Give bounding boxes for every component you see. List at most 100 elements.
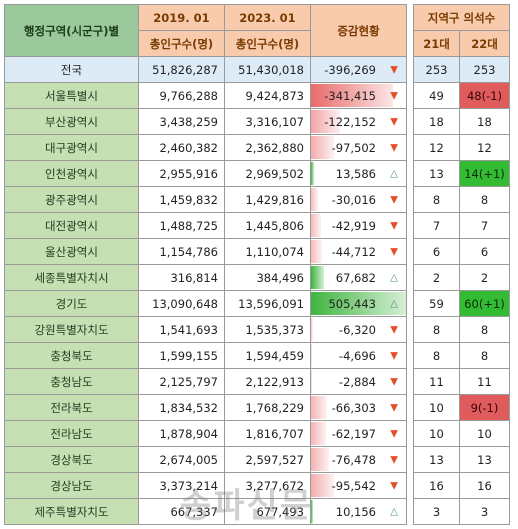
table-row: 경상남도 3,373,214 3,277,672 -95,542 ▼ 16 16 xyxy=(4,472,510,499)
seats-22-cell: 11 xyxy=(459,368,510,395)
region-name-cell: 경기도 xyxy=(4,290,139,317)
pop-2023-cell: 677,493 xyxy=(224,498,311,525)
change-cell: -42,919 ▼ xyxy=(310,212,407,239)
pop-2019-cell: 2,955,916 xyxy=(138,160,225,187)
pop-2023-cell: 1,594,459 xyxy=(224,342,311,369)
table-row: 세종특별자치시 316,814 384,496 67,682 △ 2 2 xyxy=(4,264,510,291)
pop-2023-cell: 3,277,672 xyxy=(224,472,311,499)
pop-2019-cell: 1,488,725 xyxy=(138,212,225,239)
pop-2019-cell: 51,826,287 xyxy=(138,56,225,83)
change-value: -396,269 xyxy=(324,62,376,77)
header-change: 증감현황 xyxy=(310,4,407,57)
down-triangle-icon: ▼ xyxy=(390,324,398,335)
pop-2023-cell: 51,430,018 xyxy=(224,56,311,83)
down-triangle-icon: ▼ xyxy=(390,116,398,127)
change-cell: -66,303 ▼ xyxy=(310,394,407,421)
seats-22-cell: 14(+1) xyxy=(459,160,510,187)
seats-22-cell: 3 xyxy=(459,498,510,525)
change-cell: 10,156 △ xyxy=(310,498,407,525)
table-row: 경상북도 2,674,005 2,597,527 -76,478 ▼ 13 13 xyxy=(4,446,510,473)
seats-22-cell: 10 xyxy=(459,420,510,447)
up-triangle-icon: △ xyxy=(390,272,398,283)
column-separator xyxy=(406,368,414,395)
column-separator xyxy=(406,394,414,421)
seats-22-cell: 16 xyxy=(459,472,510,499)
region-name-cell: 충청북도 xyxy=(4,342,139,369)
pop-2019-cell: 2,674,005 xyxy=(138,446,225,473)
table-row: 충청남도 2,125,797 2,122,913 -2,884 ▼ 11 11 xyxy=(4,368,510,395)
change-data-bar xyxy=(311,188,319,211)
seats-21-cell: 253 xyxy=(413,56,460,83)
change-value: -76,478 xyxy=(331,452,376,467)
column-separator xyxy=(406,342,414,369)
pop-2019-cell: 3,373,214 xyxy=(138,472,225,499)
region-name-cell: 경상북도 xyxy=(4,446,139,473)
change-data-bar xyxy=(311,422,326,445)
change-data-bar xyxy=(311,162,314,185)
column-separator xyxy=(406,4,414,57)
region-name-cell: 인천광역시 xyxy=(4,160,139,187)
change-value: -4,696 xyxy=(338,348,376,363)
region-name-cell: 제주특별자치도 xyxy=(4,498,139,525)
pop-2019-cell: 1,154,786 xyxy=(138,238,225,265)
region-name-cell: 강원특별자치도 xyxy=(4,316,139,343)
change-cell: -30,016 ▼ xyxy=(310,186,407,213)
header-seats: 지역구 의석수 xyxy=(413,4,510,31)
pop-2019-cell: 2,125,797 xyxy=(138,368,225,395)
header-row-1: 행정구역(시군구)별 2019. 01 2023. 01 증감현황 지역구 의석… xyxy=(4,4,510,57)
pop-2023-cell: 1,110,074 xyxy=(224,238,311,265)
change-data-bar xyxy=(311,214,322,237)
seats-22-cell: 8 xyxy=(459,342,510,369)
column-separator xyxy=(406,498,414,525)
column-separator xyxy=(406,108,414,135)
population-table: 행정구역(시군구)별 2019. 01 2023. 01 증감현황 지역구 의석… xyxy=(4,4,510,525)
column-separator xyxy=(406,186,414,213)
pop-2023-cell: 384,496 xyxy=(224,264,311,291)
pop-2023-cell: 13,596,091 xyxy=(224,290,311,317)
pop-2023-cell: 2,969,502 xyxy=(224,160,311,187)
table-row: 부산광역시 3,438,259 3,316,107 -122,152 ▼ 18 18 xyxy=(4,108,510,135)
seats-22-cell: 7 xyxy=(459,212,510,239)
change-data-bar xyxy=(311,84,393,107)
pop-2019-cell: 316,814 xyxy=(138,264,225,291)
down-triangle-icon: ▼ xyxy=(390,194,398,205)
change-cell: -76,478 ▼ xyxy=(310,446,407,473)
pop-2023-cell: 2,122,913 xyxy=(224,368,311,395)
region-name-cell: 대구광역시 xyxy=(4,134,139,161)
pop-2023-cell: 1,429,816 xyxy=(224,186,311,213)
column-separator xyxy=(406,420,414,447)
table-row: 충청북도 1,599,155 1,594,459 -4,696 ▼ 8 8 xyxy=(4,342,510,369)
pop-2019-cell: 1,541,693 xyxy=(138,316,225,343)
table-row: 경기도 13,090,648 13,596,091 505,443 △ 59 60(+1) xyxy=(4,290,510,317)
seats-21-cell: 3 xyxy=(413,498,460,525)
change-value: 13,586 xyxy=(335,166,376,181)
change-value: 505,443 xyxy=(328,296,376,311)
change-cell: -44,712 ▼ xyxy=(310,238,407,265)
pop-2023-cell: 9,424,873 xyxy=(224,82,311,109)
column-separator xyxy=(406,238,414,265)
seats-22-cell: 60(+1) xyxy=(459,290,510,317)
seats-22-cell: 9(-1) xyxy=(459,394,510,421)
change-value: -2,884 xyxy=(338,374,376,389)
table-row: 인천광역시 2,955,916 2,969,502 13,586 △ 13 14(+1) xyxy=(4,160,510,187)
region-name-cell: 세종특별자치시 xyxy=(4,264,139,291)
seats-21-cell: 8 xyxy=(413,316,460,343)
column-separator xyxy=(406,134,414,161)
change-value: -66,303 xyxy=(331,400,376,415)
change-value: -122,152 xyxy=(324,114,376,129)
change-cell: -341,415 ▼ xyxy=(310,82,407,109)
region-name-cell: 부산광역시 xyxy=(4,108,139,135)
up-triangle-icon: △ xyxy=(390,506,398,517)
region-name-cell: 충청남도 xyxy=(4,368,139,395)
seats-21-cell: 6 xyxy=(413,238,460,265)
header-period-2023: 2023. 01 xyxy=(224,4,311,31)
change-value: -97,502 xyxy=(331,140,376,155)
pop-2019-cell: 3,438,259 xyxy=(138,108,225,135)
pop-2019-cell: 1,459,832 xyxy=(138,186,225,213)
change-data-bar xyxy=(311,240,322,263)
seats-21-cell: 7 xyxy=(413,212,460,239)
pop-2023-cell: 3,316,107 xyxy=(224,108,311,135)
down-triangle-icon: ▼ xyxy=(390,220,398,231)
down-triangle-icon: ▼ xyxy=(390,350,398,361)
